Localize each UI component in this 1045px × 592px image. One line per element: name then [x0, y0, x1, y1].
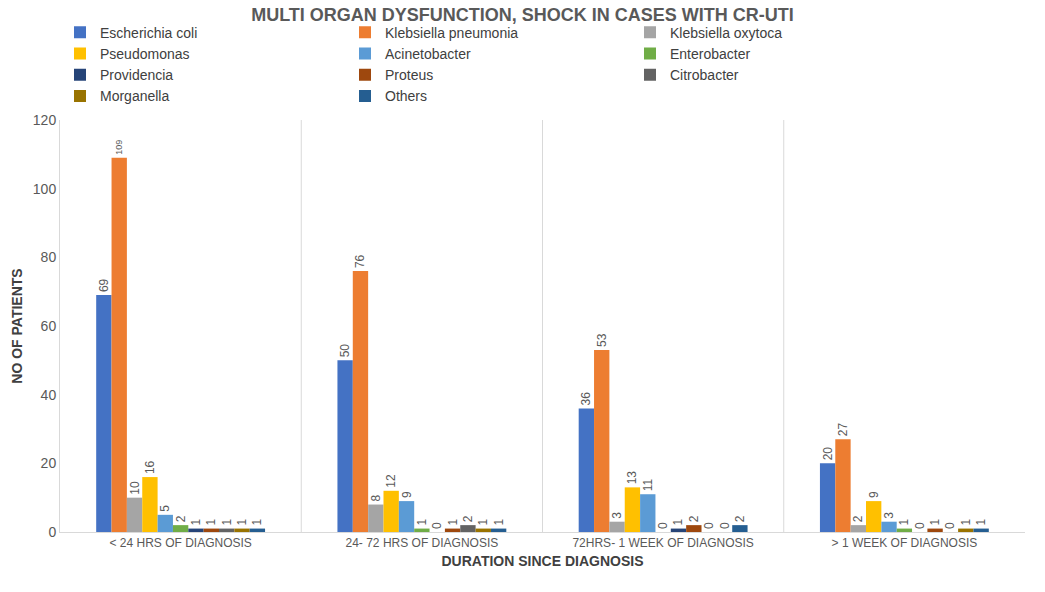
svg-text:Proteus: Proteus	[385, 67, 433, 83]
svg-text:69: 69	[97, 278, 111, 292]
svg-text:27: 27	[836, 423, 850, 437]
svg-text:5: 5	[158, 505, 172, 512]
svg-text:1: 1	[189, 519, 203, 526]
svg-text:Klebsiella pneumonia: Klebsiella pneumonia	[385, 25, 518, 41]
svg-text:24- 72 HRS OF DIAGNOSIS: 24- 72 HRS OF DIAGNOSIS	[346, 536, 499, 550]
svg-text:36: 36	[579, 392, 593, 406]
svg-text:0: 0	[48, 524, 56, 540]
svg-text:1: 1	[897, 519, 911, 526]
svg-text:1: 1	[235, 519, 249, 526]
svg-text:1: 1	[220, 519, 234, 526]
svg-text:Others: Others	[385, 88, 427, 104]
svg-text:2: 2	[687, 515, 701, 522]
svg-text:11: 11	[641, 478, 655, 491]
svg-text:13: 13	[625, 471, 639, 485]
svg-text:Morganella: Morganella	[100, 88, 169, 104]
svg-text:0: 0	[430, 522, 444, 529]
svg-text:Citrobacter: Citrobacter	[670, 67, 739, 83]
svg-text:50: 50	[338, 344, 352, 358]
svg-text:2: 2	[851, 515, 865, 522]
svg-text:Providencia: Providencia	[100, 67, 173, 83]
svg-text:20: 20	[41, 455, 57, 471]
svg-text:9: 9	[400, 491, 414, 498]
svg-text:1: 1	[928, 519, 942, 526]
svg-text:100: 100	[33, 181, 57, 197]
svg-text:NO OF PATIENTS: NO OF PATIENTS	[9, 268, 25, 383]
svg-text:1: 1	[974, 519, 988, 526]
svg-text:16: 16	[143, 460, 157, 474]
svg-text:72HRS- 1 WEEK OF DIAGNOSIS: 72HRS- 1 WEEK OF DIAGNOSIS	[572, 536, 753, 550]
svg-text:1: 1	[492, 519, 506, 526]
svg-text:0: 0	[943, 522, 957, 529]
svg-text:40: 40	[41, 387, 57, 403]
svg-text:Klebsiella oxytoca: Klebsiella oxytoca	[670, 25, 782, 41]
svg-text:1: 1	[671, 519, 685, 526]
svg-text:Acinetobacter: Acinetobacter	[385, 46, 471, 62]
svg-text:Enterobacter: Enterobacter	[670, 46, 750, 62]
svg-text:109: 109	[114, 140, 124, 155]
svg-text:120: 120	[33, 112, 57, 128]
svg-text:1: 1	[476, 519, 490, 526]
svg-text:0: 0	[913, 522, 927, 529]
svg-text:Pseudomonas: Pseudomonas	[100, 46, 190, 62]
svg-text:60: 60	[41, 318, 57, 334]
svg-text:76: 76	[353, 254, 367, 268]
svg-text:< 24 HRS OF DIAGNOSIS: < 24 HRS OF DIAGNOSIS	[109, 536, 251, 550]
svg-text:53: 53	[595, 333, 609, 347]
svg-text:2: 2	[733, 515, 747, 522]
svg-text:1: 1	[250, 519, 264, 526]
svg-text:Escherichia coli: Escherichia coli	[100, 25, 197, 41]
svg-text:1: 1	[959, 519, 973, 526]
svg-text:80: 80	[41, 249, 57, 265]
svg-text:3: 3	[882, 512, 896, 519]
svg-text:MULTI ORGAN DYSFUNCTION, SHOCK: MULTI ORGAN DYSFUNCTION, SHOCK IN CASES …	[251, 5, 794, 25]
svg-text:2: 2	[461, 515, 475, 522]
svg-text:2: 2	[174, 515, 188, 522]
svg-text:1: 1	[446, 519, 460, 526]
svg-text:0: 0	[702, 522, 716, 529]
svg-text:1: 1	[415, 519, 429, 526]
svg-text:1: 1	[204, 519, 218, 526]
svg-text:12: 12	[384, 474, 398, 488]
svg-text:> 1 WEEK OF DIAGNOSIS: > 1 WEEK OF DIAGNOSIS	[832, 536, 978, 550]
svg-text:3: 3	[610, 512, 624, 519]
svg-text:9: 9	[867, 491, 881, 498]
svg-text:DURATION SINCE DIAGNOSIS: DURATION SINCE DIAGNOSIS	[442, 553, 644, 569]
svg-text:0: 0	[718, 522, 732, 529]
svg-text:20: 20	[821, 447, 835, 461]
svg-text:10: 10	[128, 481, 142, 495]
svg-text:8: 8	[369, 495, 383, 502]
svg-text:0: 0	[656, 522, 670, 529]
